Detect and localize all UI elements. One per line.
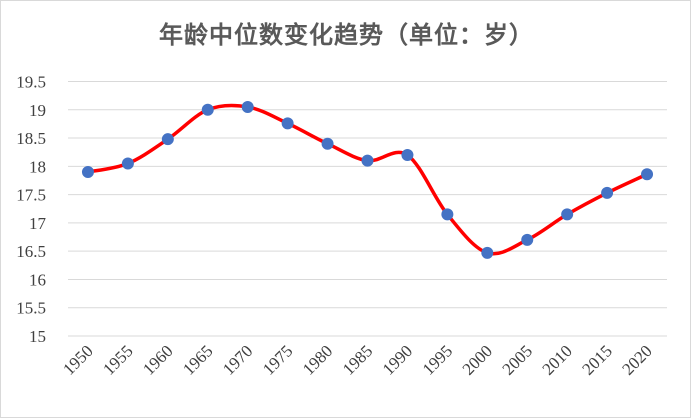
data-point — [521, 233, 534, 246]
y-tick-label: 15.5 — [16, 299, 46, 318]
x-tick-label: 1990 — [379, 341, 416, 378]
data-point — [361, 154, 374, 167]
data-point — [641, 168, 654, 181]
x-axis: 1950 1955 1960 1965 1970 1975 1980 1985 1990 1995… — [59, 341, 656, 378]
x-tick-label: 2010 — [539, 341, 576, 378]
chart-title: 年龄中位数变化趋势（单位：岁） — [159, 21, 534, 49]
x-tick-label: 2015 — [578, 341, 615, 378]
data-point — [281, 117, 294, 130]
y-tick-label: 15 — [29, 327, 46, 346]
x-tick-label: 1985 — [339, 341, 376, 378]
y-tick-label: 16.5 — [16, 242, 46, 261]
x-tick-label: 1950 — [59, 341, 96, 378]
data-point — [561, 208, 574, 221]
y-tick-label: 17 — [29, 214, 47, 233]
x-tick-label: 1975 — [259, 341, 296, 378]
data-point — [401, 149, 414, 162]
data-point — [81, 165, 94, 178]
x-tick-label: 2005 — [499, 341, 536, 378]
x-tick-label: 1960 — [139, 341, 176, 378]
y-tick-label: 18.5 — [16, 129, 46, 148]
data-point — [161, 133, 174, 146]
x-tick-label: 1965 — [179, 341, 216, 378]
y-axis: 15 15.5 16 16.5 17 17.5 18 18.5 19 19.5 — [16, 73, 46, 347]
y-tick-label: 18 — [29, 157, 46, 176]
data-point — [121, 157, 134, 170]
y-tick-label: 16 — [29, 270, 46, 289]
x-tick-label: 2000 — [459, 341, 496, 378]
data-point — [601, 186, 614, 199]
x-tick-label: 2020 — [618, 341, 655, 378]
data-point — [201, 103, 214, 116]
data-point — [321, 137, 334, 150]
y-tick-label: 19.5 — [16, 73, 46, 92]
data-point — [241, 100, 254, 113]
y-tick-label: 17.5 — [16, 186, 46, 205]
data-point — [481, 246, 494, 259]
x-tick-label: 1980 — [299, 341, 336, 378]
x-tick-label: 1995 — [419, 341, 456, 378]
x-tick-label: 1955 — [99, 341, 136, 378]
series-markers — [81, 100, 654, 259]
x-tick-label: 1970 — [219, 341, 256, 378]
data-point — [441, 208, 454, 221]
y-tick-label: 19 — [29, 101, 46, 120]
series-line — [86, 103, 649, 256]
